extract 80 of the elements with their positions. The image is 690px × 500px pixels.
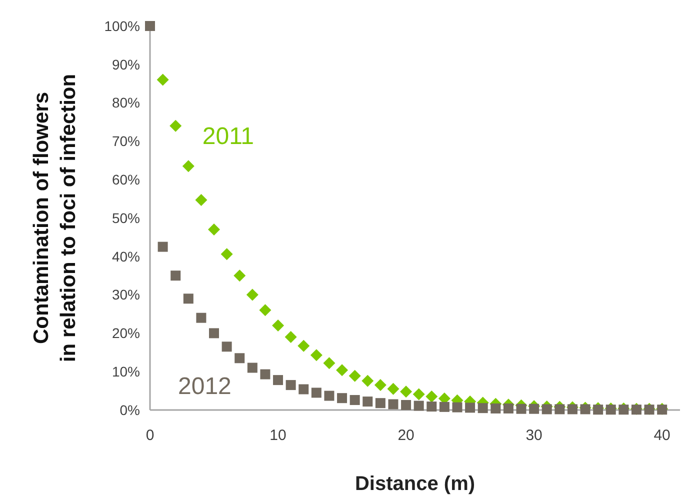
- point: [400, 386, 412, 398]
- point: [375, 398, 386, 408]
- point: [222, 342, 232, 352]
- y-axis-title: Contamination of flowers in relation to foci of infection: [30, 74, 80, 362]
- point: [196, 312, 206, 323]
- point: [209, 328, 220, 338]
- y-tick-label: 50%: [112, 210, 140, 226]
- point: [452, 402, 462, 412]
- point: [195, 194, 208, 206]
- point: [414, 400, 424, 411]
- y-tick-label: 20%: [112, 325, 140, 342]
- y-tick-label: 30%: [112, 286, 140, 303]
- point: [618, 404, 629, 415]
- point: [220, 248, 233, 260]
- point: [272, 320, 284, 332]
- point: [182, 160, 194, 172]
- point: [284, 331, 297, 344]
- x-axis-title: Distance (m): [354, 473, 476, 495]
- point: [337, 393, 348, 404]
- point: [374, 379, 386, 392]
- point: [286, 380, 296, 390]
- point: [170, 120, 182, 132]
- point: [478, 403, 488, 414]
- point: [362, 374, 374, 387]
- point: [298, 340, 310, 352]
- point: [259, 304, 272, 316]
- point: [298, 384, 309, 394]
- point: [156, 74, 169, 86]
- point: [183, 294, 194, 304]
- y-tick-label: 0%: [120, 402, 140, 418]
- point: [542, 404, 552, 414]
- y-tick-label: 90%: [112, 56, 140, 72]
- point: [158, 242, 168, 252]
- point: [273, 375, 284, 386]
- point: [439, 402, 450, 412]
- series-label: 2011: [202, 123, 254, 150]
- point: [412, 388, 425, 400]
- point: [362, 396, 373, 407]
- point: [606, 404, 616, 415]
- point: [529, 404, 540, 414]
- point: [387, 382, 400, 395]
- series-label: 2012: [178, 373, 232, 400]
- x-tick-label: 0: [146, 427, 154, 444]
- point: [323, 357, 336, 370]
- point: [593, 404, 604, 415]
- x-tick-label: 30: [526, 427, 542, 444]
- point: [311, 388, 322, 398]
- point: [503, 403, 514, 414]
- point: [490, 403, 501, 414]
- y-tick-label: 40%: [112, 248, 140, 264]
- point: [234, 270, 246, 282]
- point: [426, 390, 438, 403]
- point: [145, 21, 155, 31]
- point: [247, 362, 258, 373]
- point: [350, 395, 360, 406]
- point: [170, 270, 181, 281]
- y-tick-label: 10%: [112, 364, 140, 380]
- point: [401, 400, 412, 410]
- point: [388, 399, 398, 410]
- y-tick-label: 60%: [112, 172, 140, 188]
- point: [348, 370, 361, 382]
- point: [260, 369, 270, 380]
- y-tick-label: 100%: [104, 18, 140, 34]
- point: [554, 404, 565, 414]
- point: [208, 224, 220, 236]
- y-tick-label: 80%: [112, 94, 140, 111]
- point: [516, 404, 526, 414]
- x-tick-label: 20: [398, 427, 414, 444]
- point: [324, 390, 334, 401]
- x-tick-label: 10: [270, 427, 286, 444]
- point: [426, 402, 437, 412]
- y-tick-label: 70%: [112, 133, 140, 150]
- point: [567, 404, 578, 414]
- x-tick-label: 40: [654, 427, 670, 444]
- point: [465, 402, 476, 413]
- point: [336, 364, 348, 376]
- point: [580, 404, 590, 414]
- point: [234, 353, 245, 364]
- point: [310, 349, 322, 362]
- point: [246, 288, 258, 301]
